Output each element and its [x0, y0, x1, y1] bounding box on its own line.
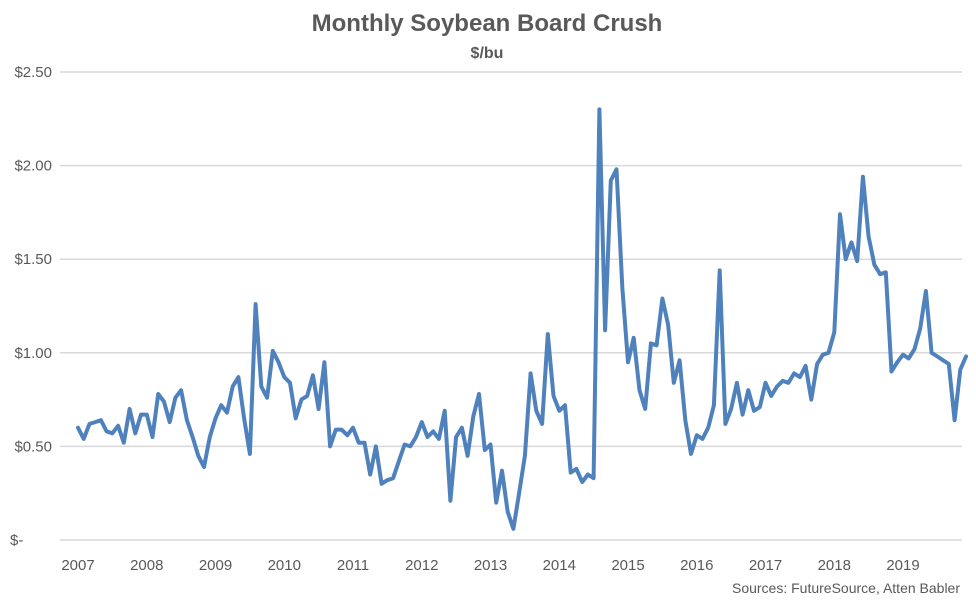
x-tick-label: 2009 [199, 557, 232, 574]
x-tick-label: 2010 [268, 557, 301, 574]
y-tick-label: $1.50 [14, 251, 52, 268]
source-note: Sources: FutureSource, Atten Babler [732, 580, 960, 596]
chart-title: Monthly Soybean Board Crush [312, 10, 663, 37]
y-tick-label: $0.50 [14, 438, 52, 455]
series-line-board-crush [76, 107, 968, 531]
y-tick-label: $2.50 [14, 64, 52, 81]
x-tick-label: 2017 [749, 557, 782, 574]
x-tick-label: 2012 [405, 557, 438, 574]
y-tick-label: $1.00 [14, 345, 52, 362]
x-tick-label: 2014 [543, 557, 576, 574]
x-tick-label: 2011 [337, 557, 369, 574]
x-tick-label: 2007 [61, 557, 94, 574]
chart-subtitle: $/bu [471, 45, 504, 62]
x-tick-label: 2018 [818, 557, 851, 574]
x-tick-label: 2016 [680, 557, 713, 574]
x-tick-label: 2008 [130, 557, 163, 574]
x-tick-label: 2019 [886, 557, 919, 574]
x-tick-label: 2013 [474, 557, 507, 574]
y-tick-label: $- [10, 532, 23, 549]
y-tick-label: $2.00 [14, 158, 52, 175]
x-tick-label: 2015 [611, 557, 644, 574]
